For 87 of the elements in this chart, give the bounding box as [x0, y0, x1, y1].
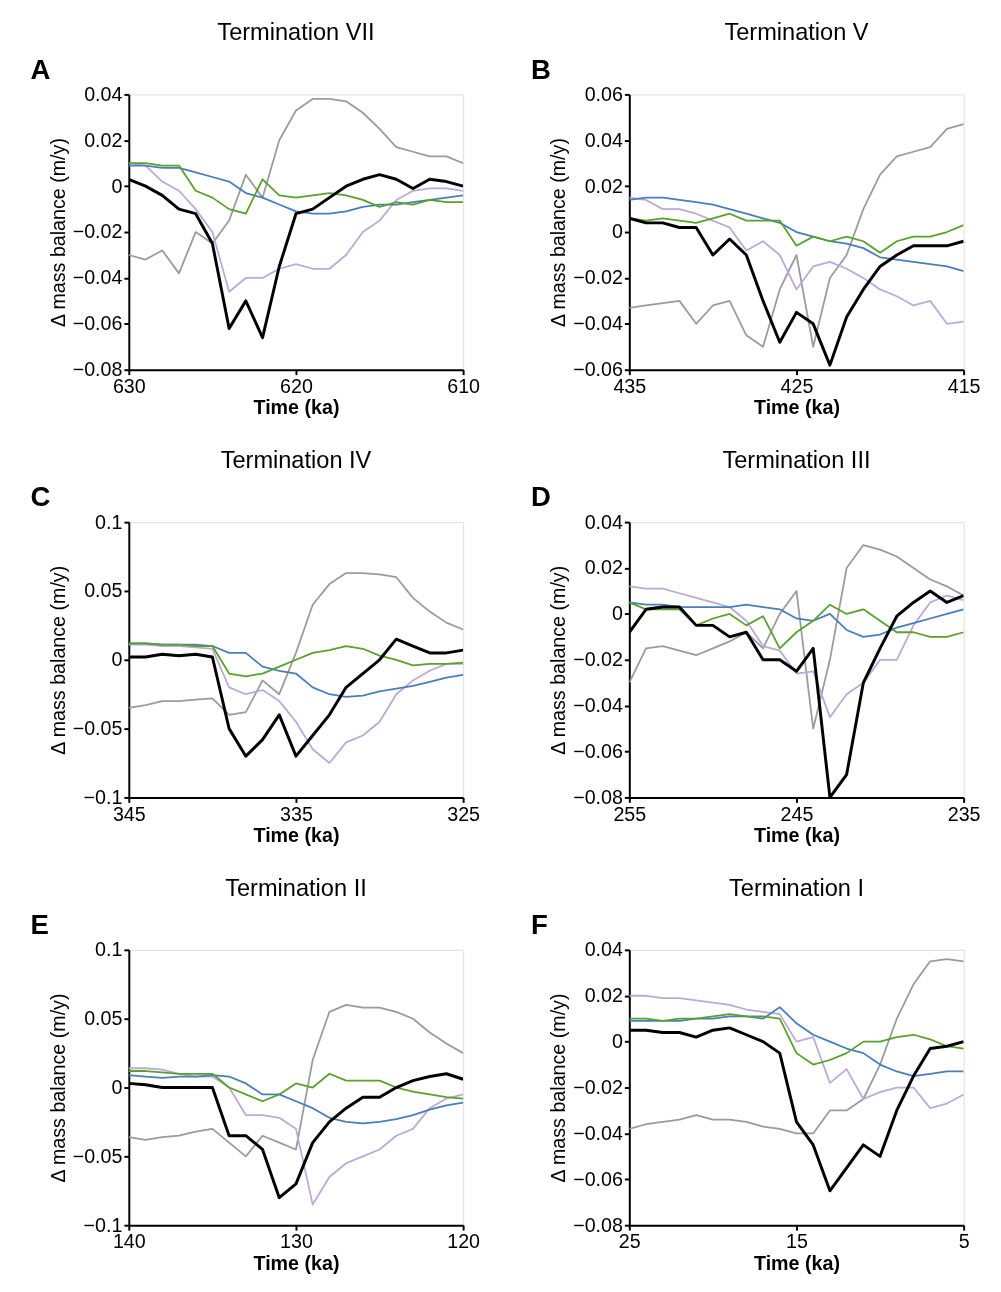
x-tick-label: 5	[958, 1230, 970, 1253]
line-series	[629, 544, 964, 730]
x-axis-title: Time (ka)	[753, 824, 840, 847]
x-tick-label: 15	[786, 1230, 808, 1253]
y-tick-label: −0.05	[72, 717, 123, 740]
line-series	[629, 196, 964, 272]
x-tick-label: 235	[947, 802, 981, 825]
chart-title: Termination IV	[220, 447, 372, 474]
text: E	[30, 909, 49, 941]
y-tick-label: 0.04	[584, 128, 623, 151]
x-axis-title: Time (ka)	[253, 1251, 340, 1274]
chart-title: Termination V	[724, 19, 869, 46]
y-tick-label: −0.05	[72, 1144, 123, 1167]
y-tick-label: 0.04	[584, 938, 623, 961]
x-tick-label: 120	[447, 1230, 481, 1253]
chart-title: Termination III	[722, 447, 871, 474]
y-tick-label: 0.05	[84, 579, 123, 602]
x-axis-title: Time (ka)	[753, 396, 840, 419]
line-series	[629, 585, 964, 719]
y-tick-label: 0	[611, 220, 623, 243]
y-tick-label: −0.08	[573, 785, 623, 808]
chart-title: Termination I	[728, 874, 864, 901]
x-axis-title: Time (ka)	[753, 1251, 840, 1274]
y-tick-label: 0	[111, 174, 123, 197]
y-tick-label: 0	[611, 602, 623, 625]
y-tick-label: 0.04	[584, 510, 623, 533]
y-tick-label: −0.04	[72, 266, 123, 289]
y-tick-label: −0.02	[72, 220, 123, 243]
y-tick-label: 0	[611, 1030, 623, 1053]
line-series	[128, 1074, 464, 1125]
y-tick-label: 0.02	[84, 128, 123, 151]
line-series	[629, 1006, 964, 1077]
y-tick-label: 0.1	[95, 510, 123, 533]
y-tick-label: 0.02	[584, 556, 623, 579]
line-series	[629, 196, 964, 325]
y-axis-title: Δ mass balance (m/y)	[46, 565, 69, 755]
text: D	[530, 481, 551, 513]
x-axis-title: Time (ka)	[253, 396, 340, 419]
y-tick-label: 0.06	[584, 82, 623, 105]
y-tick-label: 0.02	[584, 174, 623, 197]
y-tick-label: −0.1	[83, 785, 123, 808]
line-series	[629, 601, 964, 650]
y-tick-label: 0.1	[95, 938, 123, 961]
x-tick-label: 620	[280, 374, 313, 397]
chart-title: Termination II	[225, 874, 367, 901]
x-tick-label: 610	[447, 374, 481, 397]
y-tick-label: −0.06	[72, 312, 123, 335]
y-tick-label: 0.05	[84, 1007, 123, 1030]
text: B	[530, 53, 551, 85]
y-tick-label: −0.02	[573, 648, 623, 671]
y-tick-label: 0	[111, 648, 123, 671]
y-tick-label: −0.06	[573, 1167, 623, 1190]
line-series	[128, 1070, 464, 1103]
line-series	[629, 994, 964, 1110]
y-tick-label: −0.04	[573, 1121, 623, 1144]
y-tick-label: −0.04	[573, 694, 623, 717]
text: A	[30, 53, 51, 85]
y-tick-label: −0.04	[573, 312, 623, 335]
x-tick-label: 325	[447, 802, 481, 825]
y-axis-title: Δ mass balance (m/y)	[547, 993, 570, 1183]
y-axis-title: Δ mass balance (m/y)	[46, 993, 69, 1183]
line-series	[128, 642, 464, 678]
y-axis-title: Δ mass balance (m/y)	[547, 138, 570, 328]
y-axis-title: Δ mass balance (m/y)	[547, 565, 570, 755]
line-series	[128, 1004, 464, 1158]
y-axis-title: Δ mass balance (m/y)	[46, 138, 69, 328]
x-tick-label: 425	[780, 374, 814, 397]
x-tick-label: 245	[780, 802, 814, 825]
line-series	[629, 601, 964, 638]
y-tick-label: 0.02	[584, 984, 623, 1007]
x-axis-title: Time (ka)	[253, 824, 340, 847]
y-tick-label: −0.06	[573, 739, 623, 762]
line-series	[629, 123, 964, 348]
x-tick-label: 130	[280, 1230, 313, 1253]
y-tick-label: −0.02	[573, 1075, 623, 1098]
y-tick-label: 0	[111, 1075, 123, 1098]
y-tick-label: 0.04	[84, 82, 123, 105]
line-series	[128, 98, 464, 275]
x-tick-label: 335	[280, 802, 313, 825]
line-series	[629, 958, 964, 1135]
line-series	[128, 572, 464, 716]
text: F	[530, 909, 548, 941]
text: C	[30, 481, 51, 513]
line-series	[629, 1013, 964, 1066]
chart-title: Termination VII	[217, 19, 375, 46]
x-tick-label: 415	[947, 374, 981, 397]
y-tick-label: −0.02	[573, 266, 623, 289]
